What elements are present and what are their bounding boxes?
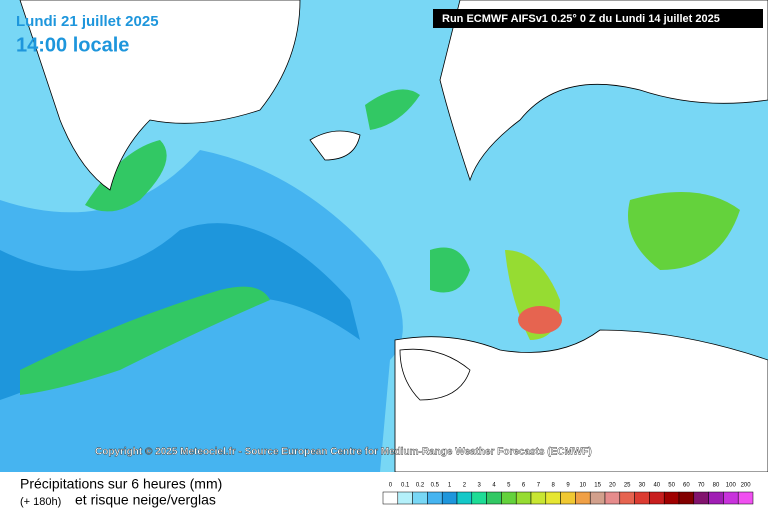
legend-label: 30 [639,483,646,489]
legend-swatch [456,491,473,505]
legend-label: 100 [726,483,737,489]
precip-blob [518,306,562,334]
legend-swatch [382,491,399,505]
legend-swatch [427,491,443,505]
legend-swatch [737,491,754,505]
run-box [433,9,763,28]
legend-swatch [486,491,502,505]
legend-swatch [634,491,650,505]
iceland [309,130,361,161]
legend-label: 0.1 [401,483,410,489]
run-info: Run ECMWF AIFSv1 0.25° 0 Z du Lundi 14 j… [442,13,720,25]
legend-label: 25 [624,483,631,489]
legend-label: 10 [579,483,586,489]
legend-swatch [412,491,428,505]
legend-label: 20 [609,483,616,489]
time: 14:00 locale [16,34,129,56]
legend: 0 0.1 0.2 0.5 1 2 3 4 5 6 7 8 9 10 15 20 25 30 40 50 60 70 80 1… [382,483,754,505]
legend-swatch [693,491,709,505]
mediterranean [394,329,768,473]
legend-swatch [397,491,413,505]
legend-swatch [708,491,724,505]
legend-label: 1 [448,483,452,489]
legend-swatch [589,491,606,505]
precip-blob [628,192,740,270]
legend-label: 3 [478,483,482,489]
precip-blob [20,286,270,395]
greenland [19,0,301,191]
legend-label: 70 [698,483,705,489]
legend-label: 6 [522,483,526,489]
legend-swatch [649,491,665,505]
date: Lundi 21 juillet 2025 [16,13,159,30]
legend-swatch [604,491,621,505]
legend-label: 4 [492,483,496,489]
scandinavia [439,0,768,182]
footer-subtitle: et risque neige/verglas [75,492,216,508]
legend-label: 0 [389,483,393,489]
precip-blob [85,140,167,212]
legend-label: 5 [507,483,511,489]
precip-blob [365,89,420,130]
legend-swatch [619,491,635,505]
legend-swatch [575,491,591,505]
iberia [399,348,471,401]
legend-label: 7 [537,483,541,489]
legend-swatch [545,491,561,505]
legend-swatch [441,491,458,505]
legend-label: 40 [653,483,660,489]
legend-swatch [471,491,487,505]
legend-swatch [723,491,739,505]
legend-label: 0.2 [416,483,425,489]
precip-blob [430,247,470,293]
legend-label: 9 [566,483,570,489]
legend-swatch [560,491,576,505]
legend-label: 15 [594,483,601,489]
legend-label: 200 [741,483,752,489]
legend-swatch [501,491,517,505]
footer-lead: (+ 180h) [20,496,61,508]
map [0,0,768,473]
legend-label: 60 [683,483,690,489]
legend-label: 80 [713,483,720,489]
copyright: Copyright © 2025 Meteociel.fr - Source E… [95,447,592,458]
legend-swatch [515,491,532,505]
legend-label: 0.5 [431,483,440,489]
legend-label: 8 [552,483,556,489]
legend-label: 2 [463,483,467,489]
legend-label: 50 [668,483,675,489]
footer-title: Précipitations sur 6 heures (mm) [20,476,222,492]
legend-swatch [678,491,695,505]
legend-swatch [530,491,547,505]
legend-swatch [663,491,680,505]
